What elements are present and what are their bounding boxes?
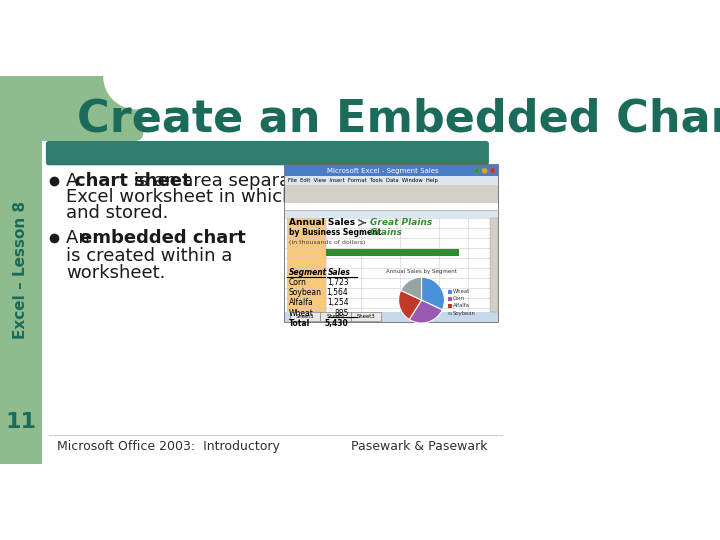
FancyBboxPatch shape: [285, 211, 498, 218]
Text: 1,254: 1,254: [327, 299, 348, 307]
Text: Pasewark & Pasewark: Pasewark & Pasewark: [351, 440, 487, 453]
Text: by Business Segment: by Business Segment: [289, 228, 381, 237]
Text: Segment: Segment: [289, 268, 327, 278]
Text: Sales: Sales: [328, 268, 351, 278]
FancyBboxPatch shape: [448, 312, 451, 315]
Text: 1,723: 1,723: [327, 279, 348, 287]
FancyBboxPatch shape: [33, 68, 143, 141]
Text: Create an Embedded Chart: Create an Embedded Chart: [78, 98, 720, 141]
Text: Total: Total: [289, 319, 310, 328]
Text: An: An: [66, 230, 96, 247]
FancyBboxPatch shape: [285, 194, 498, 204]
FancyBboxPatch shape: [285, 218, 498, 312]
Text: Great Plains: Great Plains: [370, 218, 432, 227]
Wedge shape: [421, 277, 444, 310]
Circle shape: [482, 168, 487, 173]
FancyBboxPatch shape: [285, 312, 498, 322]
Wedge shape: [401, 277, 421, 300]
FancyBboxPatch shape: [448, 297, 451, 301]
FancyBboxPatch shape: [290, 312, 320, 321]
FancyBboxPatch shape: [0, 77, 42, 463]
FancyBboxPatch shape: [285, 165, 498, 322]
Text: Corn: Corn: [453, 296, 465, 301]
FancyBboxPatch shape: [285, 165, 498, 176]
Text: Alfalfa: Alfalfa: [289, 299, 314, 307]
FancyBboxPatch shape: [285, 176, 498, 185]
FancyBboxPatch shape: [448, 290, 451, 294]
Text: Annual Sales: Annual Sales: [289, 218, 355, 227]
FancyBboxPatch shape: [285, 204, 498, 211]
Text: Sheet1: Sheet1: [296, 314, 315, 319]
Text: A: A: [66, 172, 84, 190]
FancyBboxPatch shape: [326, 249, 459, 256]
Text: File  Edit  View  Insert  Format  Tools  Data  Window  Help: File Edit View Insert Format Tools Data …: [288, 178, 438, 183]
FancyBboxPatch shape: [46, 141, 489, 165]
Text: Soybean: Soybean: [453, 310, 476, 315]
FancyBboxPatch shape: [448, 305, 451, 308]
Text: Excel worksheet in which a chart is created: Excel worksheet in which a chart is crea…: [66, 188, 458, 206]
Text: worksheet.: worksheet.: [66, 264, 166, 282]
Text: Grains: Grains: [370, 228, 402, 237]
Circle shape: [103, 43, 169, 110]
Text: and stored.: and stored.: [66, 204, 168, 221]
Text: 885: 885: [334, 308, 348, 318]
Text: 11: 11: [5, 412, 36, 432]
Text: chart sheet: chart sheet: [76, 172, 191, 190]
FancyBboxPatch shape: [42, 77, 516, 463]
Text: is created within a: is created within a: [66, 247, 233, 265]
Text: (in thousands of dollars): (in thousands of dollars): [289, 240, 365, 245]
Text: Wheat: Wheat: [289, 308, 314, 318]
Text: Excel – Lesson 8: Excel – Lesson 8: [13, 201, 28, 339]
FancyBboxPatch shape: [287, 218, 326, 312]
Text: Annual Sales by Segment: Annual Sales by Segment: [386, 269, 457, 274]
Text: 1,564: 1,564: [327, 288, 348, 298]
Wedge shape: [399, 291, 421, 320]
FancyBboxPatch shape: [351, 312, 381, 321]
Text: Sheet3: Sheet3: [356, 314, 375, 319]
Circle shape: [490, 168, 495, 173]
Text: Microsoft Office 2003:  Introductory: Microsoft Office 2003: Introductory: [58, 440, 280, 453]
Text: Sheet2: Sheet2: [326, 314, 345, 319]
Wedge shape: [409, 300, 442, 323]
Text: Microsoft Excel - Segment Sales: Microsoft Excel - Segment Sales: [327, 168, 438, 174]
Circle shape: [474, 168, 480, 173]
Text: is an area separate from the: is an area separate from the: [128, 172, 392, 190]
Text: embedded chart: embedded chart: [81, 230, 246, 247]
FancyBboxPatch shape: [490, 218, 498, 312]
Text: Corn: Corn: [289, 279, 307, 287]
FancyBboxPatch shape: [320, 312, 351, 321]
Text: 5,430: 5,430: [325, 319, 348, 328]
Text: Wheat: Wheat: [453, 289, 470, 294]
Text: Alfalfa: Alfalfa: [453, 303, 470, 308]
FancyBboxPatch shape: [285, 185, 498, 194]
Text: Soybean: Soybean: [289, 288, 322, 298]
